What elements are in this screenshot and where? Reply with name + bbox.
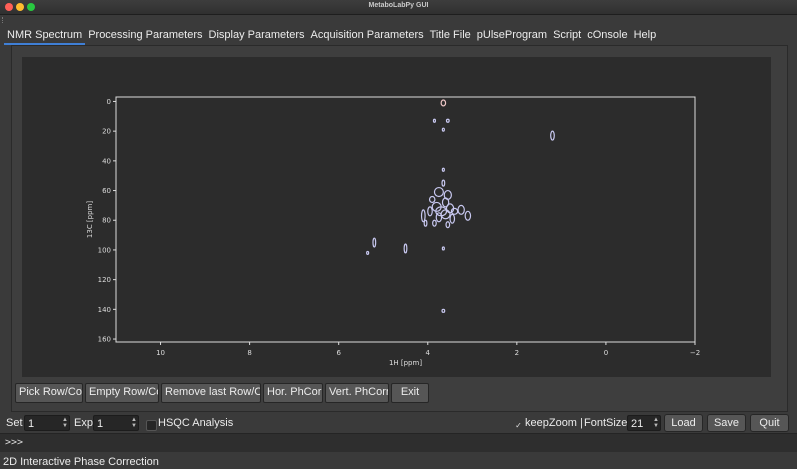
fontsize-label: FontSize <box>584 417 628 429</box>
console-prompt: >>> <box>5 437 24 448</box>
tab-display-parameters[interactable]: Display Parameters <box>208 29 305 41</box>
x-tick-label: −2 <box>690 349 700 357</box>
contour-peak <box>445 221 451 229</box>
tab-grip-icon <box>2 17 5 23</box>
exp-spinbox[interactable]: 1 ▲ ▼ <box>93 415 139 431</box>
bottom-controls: Set 1 ▲ ▼ Exp 1 ▲ ▼ HSQC Analysis ✓ keepZo… <box>0 412 797 434</box>
x-tick-label: 10 <box>156 349 165 357</box>
contour-peak <box>432 118 437 123</box>
contour-peak <box>432 219 437 227</box>
fontsize-spinbox[interactable]: 21 ▲ ▼ <box>627 415 661 431</box>
spin-arrows-icon[interactable]: ▲ ▼ <box>131 417 137 429</box>
contour-peak <box>445 118 450 123</box>
window-title: MetaboLabPy GUI <box>368 2 429 9</box>
tab-nmr-spectrum[interactable]: NMR Spectrum <box>4 27 86 45</box>
x-tick-label: 8 <box>247 349 251 357</box>
contour-peak <box>440 99 447 107</box>
y-tick-label: 40 <box>102 157 111 165</box>
remove-last-row-col-button[interactable]: Remove last Row/Col <box>161 383 261 403</box>
pick-row-col-button[interactable]: Pick Row/Col <box>15 383 83 403</box>
load-button[interactable]: Load <box>664 414 703 432</box>
quit-button[interactable]: Quit <box>750 414 789 432</box>
contour-peak <box>441 179 446 187</box>
y-tick-label: 140 <box>98 306 111 314</box>
contour-peak <box>433 186 444 198</box>
tab-pulse-program[interactable]: pUlseProgram <box>476 29 548 41</box>
contour-peak <box>423 219 428 227</box>
y-tick-label: 100 <box>98 246 111 254</box>
console-input[interactable]: >>> <box>0 433 797 452</box>
y-axis-label: 13C [ppm] <box>86 201 94 238</box>
exp-label: Exp <box>74 417 93 429</box>
minimize-window-button[interactable] <box>16 3 24 11</box>
contour-peak <box>441 246 445 251</box>
contour-peak <box>366 250 370 255</box>
y-tick-label: 80 <box>102 217 111 225</box>
set-value: 1 <box>28 418 35 430</box>
tab-acquisition-parameters[interactable]: Acquisition Parameters <box>310 29 424 41</box>
keepzoom-checkbox[interactable]: ✓ <box>515 421 522 430</box>
y-tick-label: 120 <box>98 276 111 284</box>
spin-arrows-icon[interactable]: ▲ ▼ <box>653 417 659 429</box>
contour-peak <box>420 209 426 223</box>
vert-phcorr-button[interactable]: Vert. PhCorr <box>325 383 389 403</box>
keepzoom-label: keepZoom | <box>525 417 583 429</box>
tab-title-file[interactable]: Title File <box>429 29 471 41</box>
exp-value: 1 <box>97 418 104 430</box>
contour-peak <box>403 243 408 254</box>
tab-help[interactable]: Help <box>633 29 657 41</box>
spin-arrows-icon[interactable]: ▲ ▼ <box>62 417 68 429</box>
y-tick-label: 60 <box>102 187 111 195</box>
tab-script[interactable]: Script <box>553 29 582 41</box>
x-tick-label: 2 <box>515 349 519 357</box>
contour-peak <box>464 210 472 221</box>
y-tick-label: 160 <box>98 336 111 344</box>
plot-frame <box>115 96 696 343</box>
fontsize-value: 21 <box>631 418 644 430</box>
tab-console[interactable]: cOnsole <box>587 29 628 41</box>
title-bar: MetaboLabPy GUI <box>0 0 797 15</box>
y-tick-label: 20 <box>102 128 111 136</box>
close-window-button[interactable] <box>5 3 13 11</box>
y-tick-label: 0 <box>107 98 111 106</box>
empty-row-col-button[interactable]: Empty Row/Col <box>85 383 159 403</box>
contour-peak <box>427 206 433 217</box>
contour-peak <box>435 212 443 223</box>
hsqc-checkbox[interactable] <box>146 420 157 431</box>
x-tick-label: 4 <box>426 349 431 357</box>
status-bar: 2D Interactive Phase Correction <box>3 456 159 468</box>
x-axis-label: 1H [ppm] <box>389 359 422 367</box>
plot-canvas-background <box>22 57 771 377</box>
contour-peak <box>441 308 446 313</box>
set-spinbox[interactable]: 1 ▲ ▼ <box>24 415 70 431</box>
contour-peak <box>457 204 465 215</box>
save-button[interactable]: Save <box>707 414 746 432</box>
tab-processing-parameters[interactable]: Processing Parameters <box>88 29 203 41</box>
contour-peak <box>441 167 445 172</box>
hor-phcorr-button[interactable]: Hor. PhCorr <box>263 383 323 403</box>
exit-button[interactable]: Exit <box>391 383 429 403</box>
set-label: Set <box>6 417 23 429</box>
contour-peak <box>441 197 450 208</box>
maximize-window-button[interactable] <box>27 3 35 11</box>
x-tick-label: 6 <box>336 349 341 357</box>
contour-peak <box>372 237 377 248</box>
x-tick-label: 0 <box>604 349 608 357</box>
contour-peak <box>449 213 456 224</box>
contour-peak <box>441 127 445 132</box>
phase-toolbar: Pick Row/Col Empty Row/Col Remove last R… <box>15 383 429 403</box>
tab-bar: NMR Spectrum Processing Parameters Displ… <box>4 27 659 45</box>
contour-peak <box>550 130 555 141</box>
contour-peak <box>428 195 436 204</box>
hsqc-label: HSQC Analysis <box>158 417 234 429</box>
